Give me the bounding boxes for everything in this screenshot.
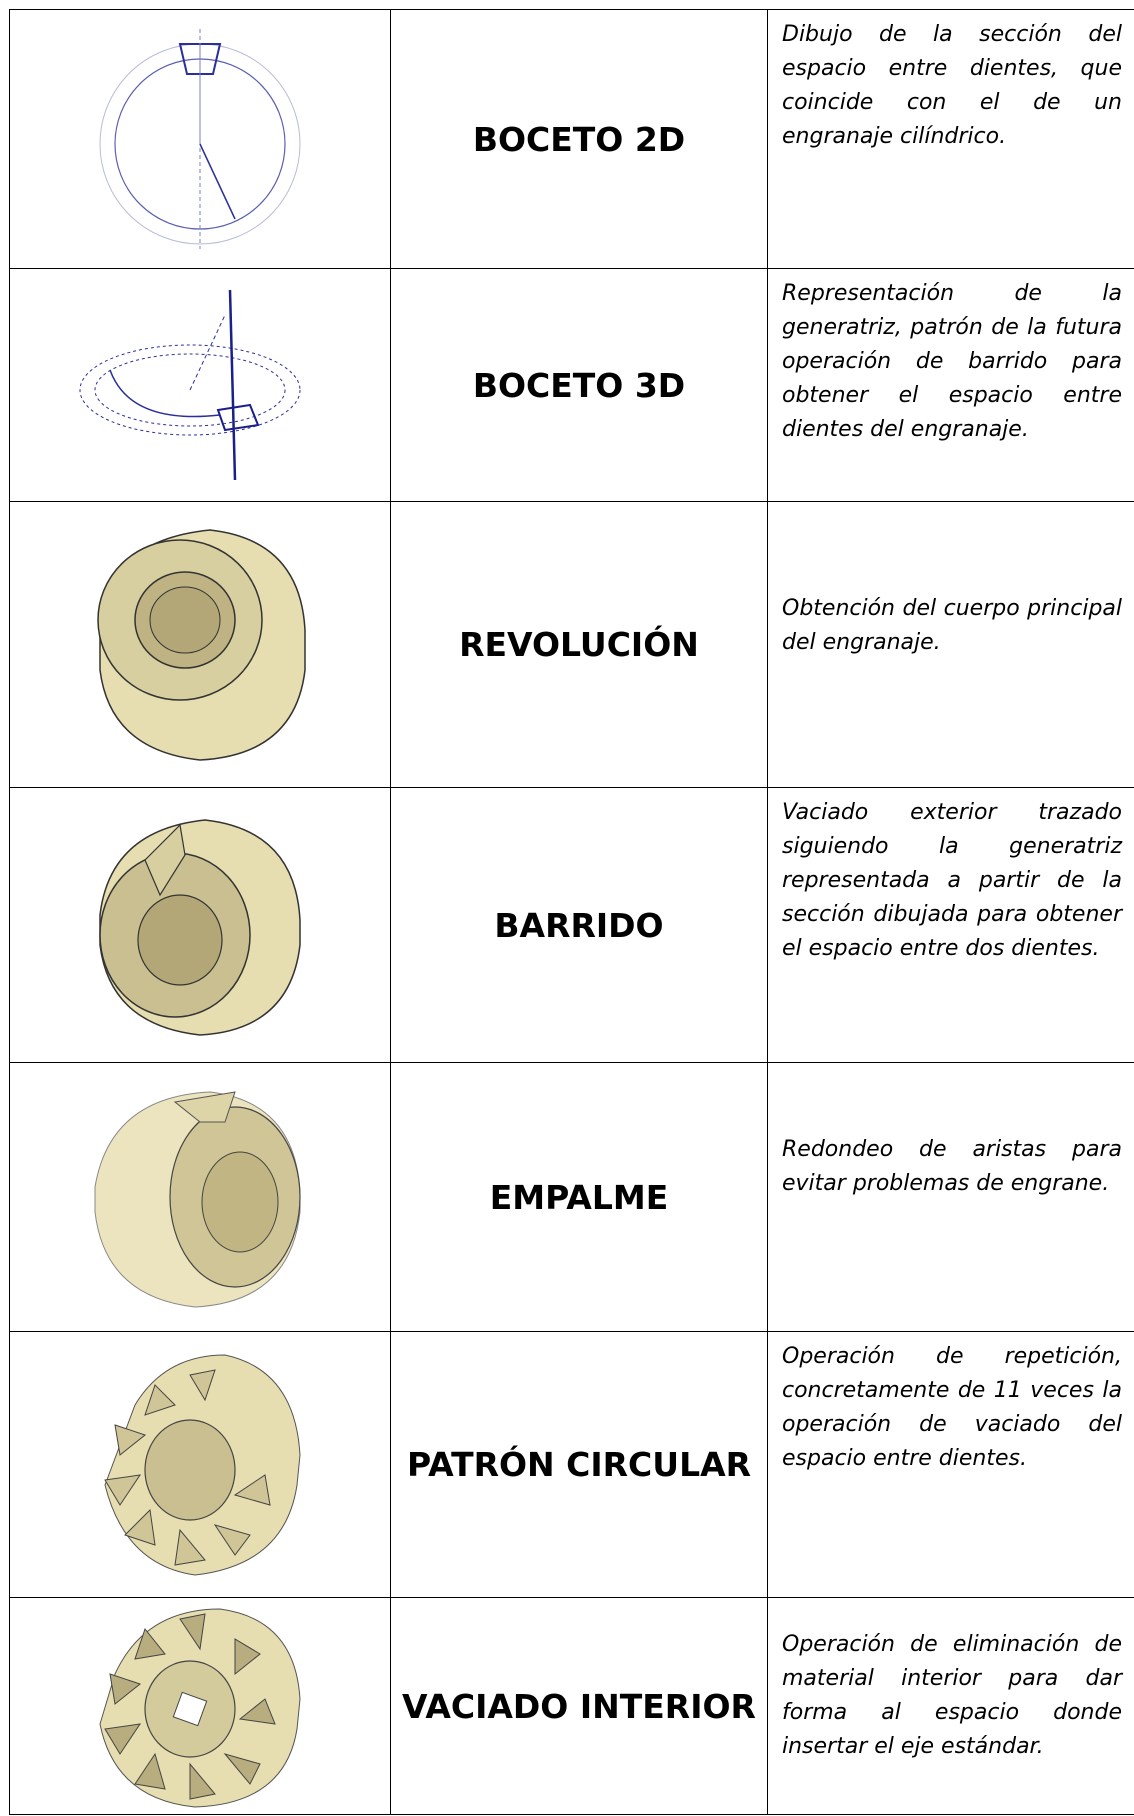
row: PATRÓN CIRCULAR Operación de repetición,… [9,1331,1134,1598]
title: BARRIDO [390,787,768,1063]
row: EMPALME Redondeo de aristas para evitar … [9,1062,1134,1332]
bore-model [99,1607,301,1808]
revolution-model [97,528,306,761]
row: BOCETO 2D Dibujo de la sección del espac… [9,9,1134,269]
row: BOCETO 3D Representación de la generatri… [9,268,1134,502]
description-cell: Dibujo de la sección del espacio entre d… [767,9,1134,269]
sketch-3d [79,289,301,481]
description: Vaciado exterior trazado siguiendo la ge… [782,800,1122,962]
description: Operación de eliminación de material int… [782,1632,1122,1760]
image-cell [9,1597,391,1815]
description: Obtención del cuerpo principal del engra… [782,596,1122,656]
description: Operación de repetición, concretamente d… [782,1344,1122,1472]
row: VACIADO INTERIOR Operación de eliminació… [9,1597,1134,1815]
sweep-model [99,819,301,1036]
description: Dibujo de la sección del espacio entre d… [782,22,1122,150]
image-cell [9,787,391,1063]
title: REVOLUCIÓN [390,501,768,788]
image-cell [9,268,391,502]
title: PATRÓN CIRCULAR [390,1331,768,1598]
image-cell [9,1331,391,1598]
title: BOCETO 3D [390,268,768,502]
title: BOCETO 2D [390,9,768,269]
title: VACIADO INTERIOR [390,1597,768,1815]
pattern-model [104,1353,301,1576]
description-cell: Representación de la generatriz, patrón … [767,268,1134,502]
description: Redondeo de aristas para evitar problema… [782,1137,1122,1197]
sketch-2d [99,29,301,249]
fillet-model [94,1091,301,1308]
image-cell [9,501,391,788]
description: Representación de la generatriz, patrón … [782,281,1122,443]
row: REVOLUCIÓN Obtención del cuerpo principa… [9,501,1134,788]
description-cell: Operación de eliminación de material int… [767,1597,1134,1815]
operations-table: BOCETO 2D Dibujo de la sección del espac… [9,9,1134,1815]
description-cell: Vaciado exterior trazado siguiendo la ge… [767,787,1134,1063]
description-cell: Operación de repetición, concretamente d… [767,1331,1134,1598]
image-cell [9,1062,391,1332]
description-cell: Obtención del cuerpo principal del engra… [767,501,1134,788]
row: BARRIDO Vaciado exterior trazado siguien… [9,787,1134,1063]
title: EMPALME [390,1062,768,1332]
description-cell: Redondeo de aristas para evitar problema… [767,1062,1134,1332]
image-cell [9,9,391,269]
